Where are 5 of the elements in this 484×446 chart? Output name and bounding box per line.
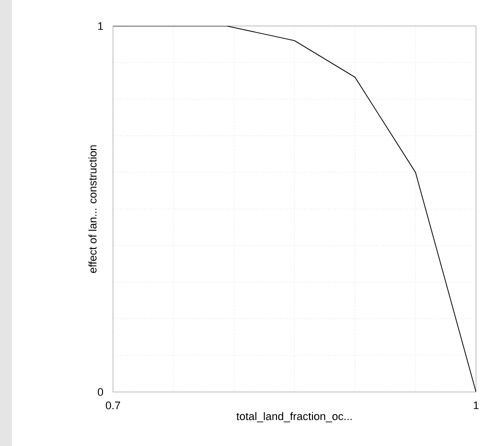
line-series bbox=[113, 26, 476, 392]
x-axis-title: total_land_fraction_oc... bbox=[236, 412, 352, 422]
x-tick-label: 0.7 bbox=[106, 402, 120, 410]
y-axis-title: effect of lan... construction bbox=[88, 145, 97, 273]
y-tick-label: 0 bbox=[98, 388, 104, 396]
